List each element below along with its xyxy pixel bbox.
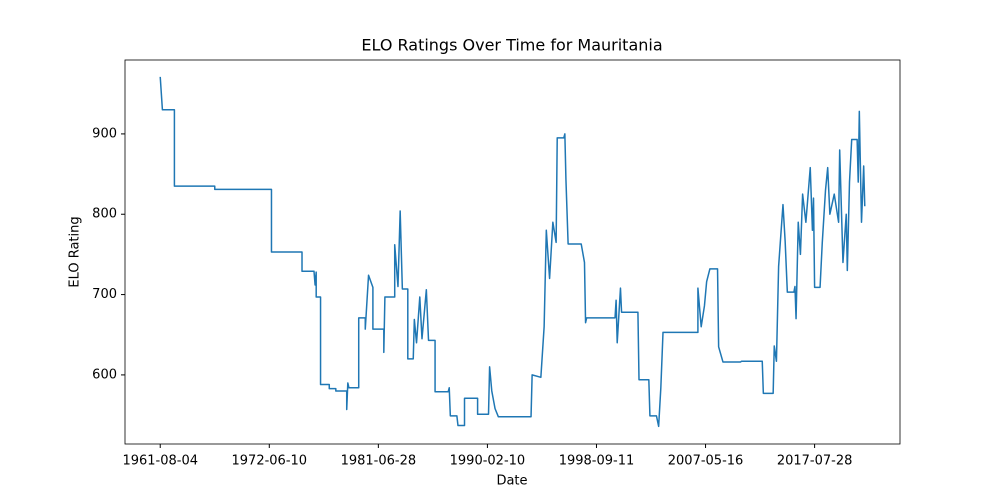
x-axis-label: Date — [496, 474, 527, 489]
x-tick-label: 2007-05-16 — [668, 454, 744, 469]
x-tick-label: 1981-06-28 — [341, 454, 417, 469]
y-tick-label: 700 — [92, 287, 117, 302]
x-tick-label: 1990-02-10 — [450, 454, 526, 469]
x-tick-label: 2017-07-28 — [777, 454, 853, 469]
y-tick-label: 800 — [92, 207, 117, 222]
y-axis-label: ELO Rating — [68, 216, 83, 287]
chart-title: ELO Ratings Over Time for Mauritania — [361, 36, 662, 55]
y-tick-label: 900 — [92, 126, 117, 141]
x-tick-label: 1998-09-11 — [559, 454, 635, 469]
plot-frame — [124, 59, 901, 445]
x-tick-label: 1961-08-04 — [122, 454, 198, 469]
x-tick-label: 1972-06-10 — [232, 454, 308, 469]
line-series — [159, 76, 866, 428]
y-tick-label: 600 — [92, 367, 117, 382]
